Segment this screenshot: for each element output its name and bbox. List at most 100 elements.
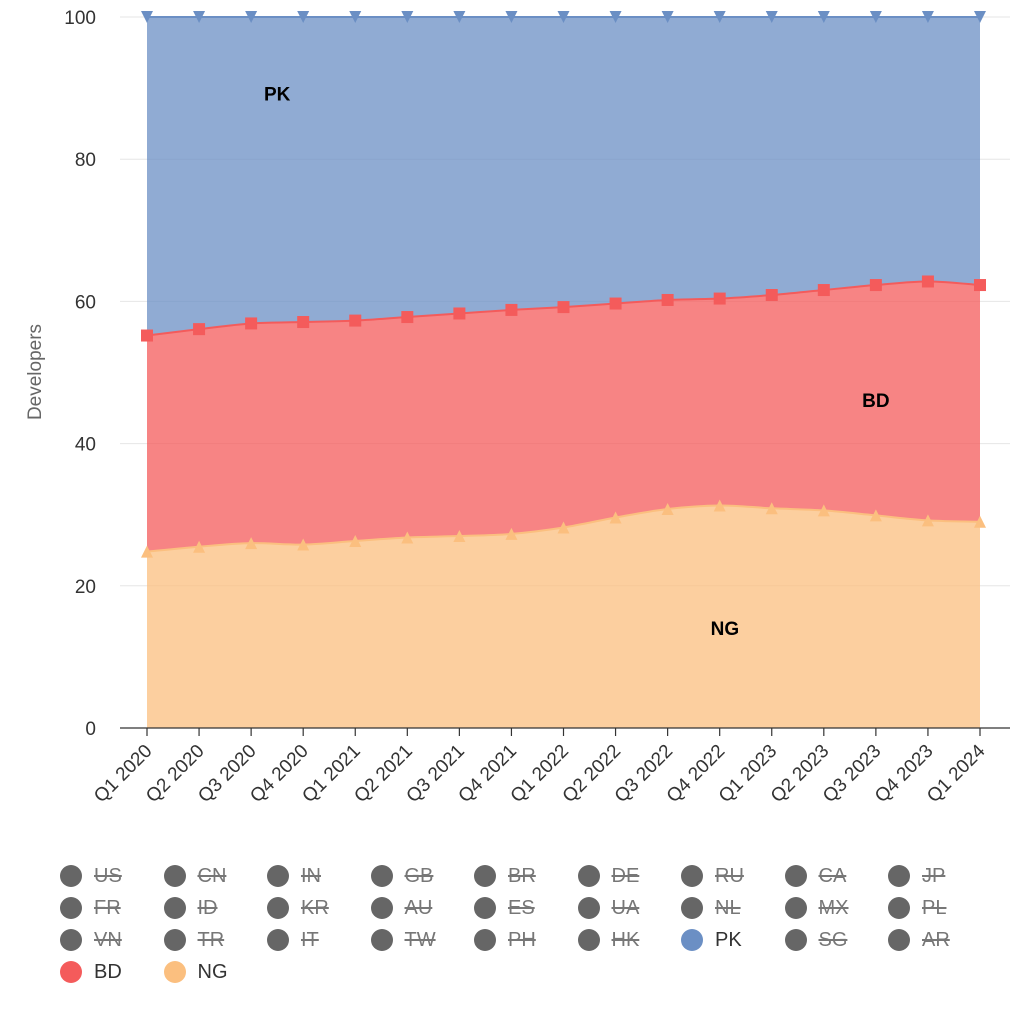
marker-bd[interactable] — [557, 301, 570, 314]
marker-ng[interactable] — [921, 514, 934, 527]
marker-bd[interactable] — [974, 279, 986, 292]
legend-label: AU — [404, 896, 433, 919]
marker-bd[interactable] — [921, 275, 934, 288]
marker-bd[interactable] — [661, 293, 674, 306]
marker-ng[interactable] — [869, 509, 882, 522]
legend-marker — [60, 897, 82, 919]
legend-item-br[interactable]: BR — [474, 860, 536, 892]
legend-marker — [267, 865, 289, 887]
area-ng[interactable] — [147, 505, 980, 728]
legend-marker — [681, 865, 703, 887]
legend-item-it[interactable]: IT — [267, 924, 319, 956]
legend-marker — [163, 897, 186, 919]
legend-item-hk[interactable]: HK — [577, 924, 640, 956]
marker-bd[interactable] — [297, 316, 310, 329]
marker-bd[interactable] — [869, 279, 882, 292]
marker-ng[interactable] — [349, 535, 362, 548]
marker-ng[interactable] — [765, 502, 778, 515]
marker-bd[interactable] — [765, 289, 778, 302]
legend-item-ru[interactable]: RU — [681, 860, 744, 892]
marker-pk[interactable] — [245, 11, 258, 23]
marker-pk[interactable] — [661, 11, 674, 23]
legend-marker — [784, 865, 807, 887]
legend-marker — [888, 865, 910, 887]
legend-item-bd[interactable]: BD — [60, 956, 122, 988]
legend-label: US — [94, 864, 122, 887]
marker-ng[interactable] — [974, 515, 986, 528]
marker-ng[interactable] — [609, 511, 622, 524]
legend-label: PL — [922, 896, 947, 919]
marker-pk[interactable] — [505, 11, 518, 23]
legend-item-ca[interactable]: CA — [784, 860, 846, 892]
marker-pk[interactable] — [557, 11, 570, 23]
legend-label: IN — [301, 864, 321, 887]
legend-item-ua[interactable]: UA — [577, 892, 639, 924]
marker-pk[interactable] — [713, 11, 726, 23]
legend-item-cn[interactable]: CN — [163, 860, 227, 892]
legend-item-vn[interactable]: VN — [60, 924, 122, 956]
marker-bd[interactable] — [505, 303, 518, 316]
marker-pk[interactable] — [817, 11, 830, 23]
legend-label: NG — [197, 960, 228, 983]
marker-bd[interactable] — [349, 314, 362, 327]
legend-item-au[interactable]: AU — [370, 892, 433, 924]
legend-item-mx[interactable]: MX — [784, 892, 849, 924]
marker-pk[interactable] — [141, 11, 153, 23]
legend-label: CN — [197, 864, 227, 887]
legend-item-ph[interactable]: PH — [474, 924, 536, 956]
legend-item-ar[interactable]: AR — [888, 924, 950, 956]
marker-bd[interactable] — [193, 323, 206, 336]
marker-pk[interactable] — [609, 11, 622, 23]
marker-pk[interactable] — [869, 11, 882, 23]
legend-item-gb[interactable]: GB — [370, 860, 433, 892]
marker-bd[interactable] — [609, 297, 622, 310]
marker-ng[interactable] — [297, 538, 310, 551]
marker-ng[interactable] — [713, 499, 726, 512]
legend-item-jp[interactable]: JP — [888, 860, 945, 892]
legend-item-nl[interactable]: NL — [681, 892, 741, 924]
legend-item-ng[interactable]: NG — [163, 956, 228, 988]
legend-item-tw[interactable]: TW — [370, 924, 436, 956]
marker-ng[interactable] — [193, 540, 206, 553]
legend-item-es[interactable]: ES — [474, 892, 535, 924]
marker-ng[interactable] — [401, 531, 414, 544]
marker-bd[interactable] — [141, 329, 153, 342]
legend-item-kr[interactable]: KR — [267, 892, 329, 924]
legend-label: HK — [611, 928, 640, 951]
marker-bd[interactable] — [453, 307, 466, 320]
legend-item-pk[interactable]: PK — [681, 924, 742, 956]
marker-pk[interactable] — [921, 11, 934, 23]
legend-item-tr[interactable]: TR — [163, 924, 224, 956]
marker-ng[interactable] — [661, 503, 674, 516]
legend-item-in[interactable]: IN — [267, 860, 321, 892]
area-pk[interactable] — [147, 17, 980, 336]
legend-marker — [163, 929, 186, 951]
marker-bd[interactable] — [245, 317, 258, 330]
legend-item-de[interactable]: DE — [577, 860, 639, 892]
marker-ng[interactable] — [141, 545, 153, 558]
marker-ng[interactable] — [557, 521, 570, 534]
legend-label: PK — [715, 928, 742, 951]
marker-pk[interactable] — [193, 11, 206, 23]
marker-pk[interactable] — [974, 11, 986, 23]
marker-pk[interactable] — [401, 11, 414, 23]
marker-bd[interactable] — [713, 292, 726, 305]
area-bd[interactable] — [147, 281, 980, 552]
marker-bd[interactable] — [401, 311, 414, 324]
marker-pk[interactable] — [453, 11, 466, 23]
marker-pk[interactable] — [765, 11, 778, 23]
marker-ng[interactable] — [245, 537, 258, 550]
legend-item-fr[interactable]: FR — [60, 892, 121, 924]
marker-pk[interactable] — [349, 11, 362, 23]
marker-pk[interactable] — [297, 11, 310, 23]
marker-bd[interactable] — [817, 284, 830, 297]
legend-marker — [784, 929, 807, 951]
marker-ng[interactable] — [505, 527, 518, 540]
legend-item-pl[interactable]: PL — [888, 892, 946, 924]
legend-item-sg[interactable]: SG — [784, 924, 847, 956]
legend-item-us[interactable]: US — [60, 860, 122, 892]
marker-ng[interactable] — [453, 530, 466, 543]
legend-marker — [60, 929, 82, 951]
marker-ng[interactable] — [817, 504, 830, 517]
legend-item-id[interactable]: ID — [163, 892, 218, 924]
